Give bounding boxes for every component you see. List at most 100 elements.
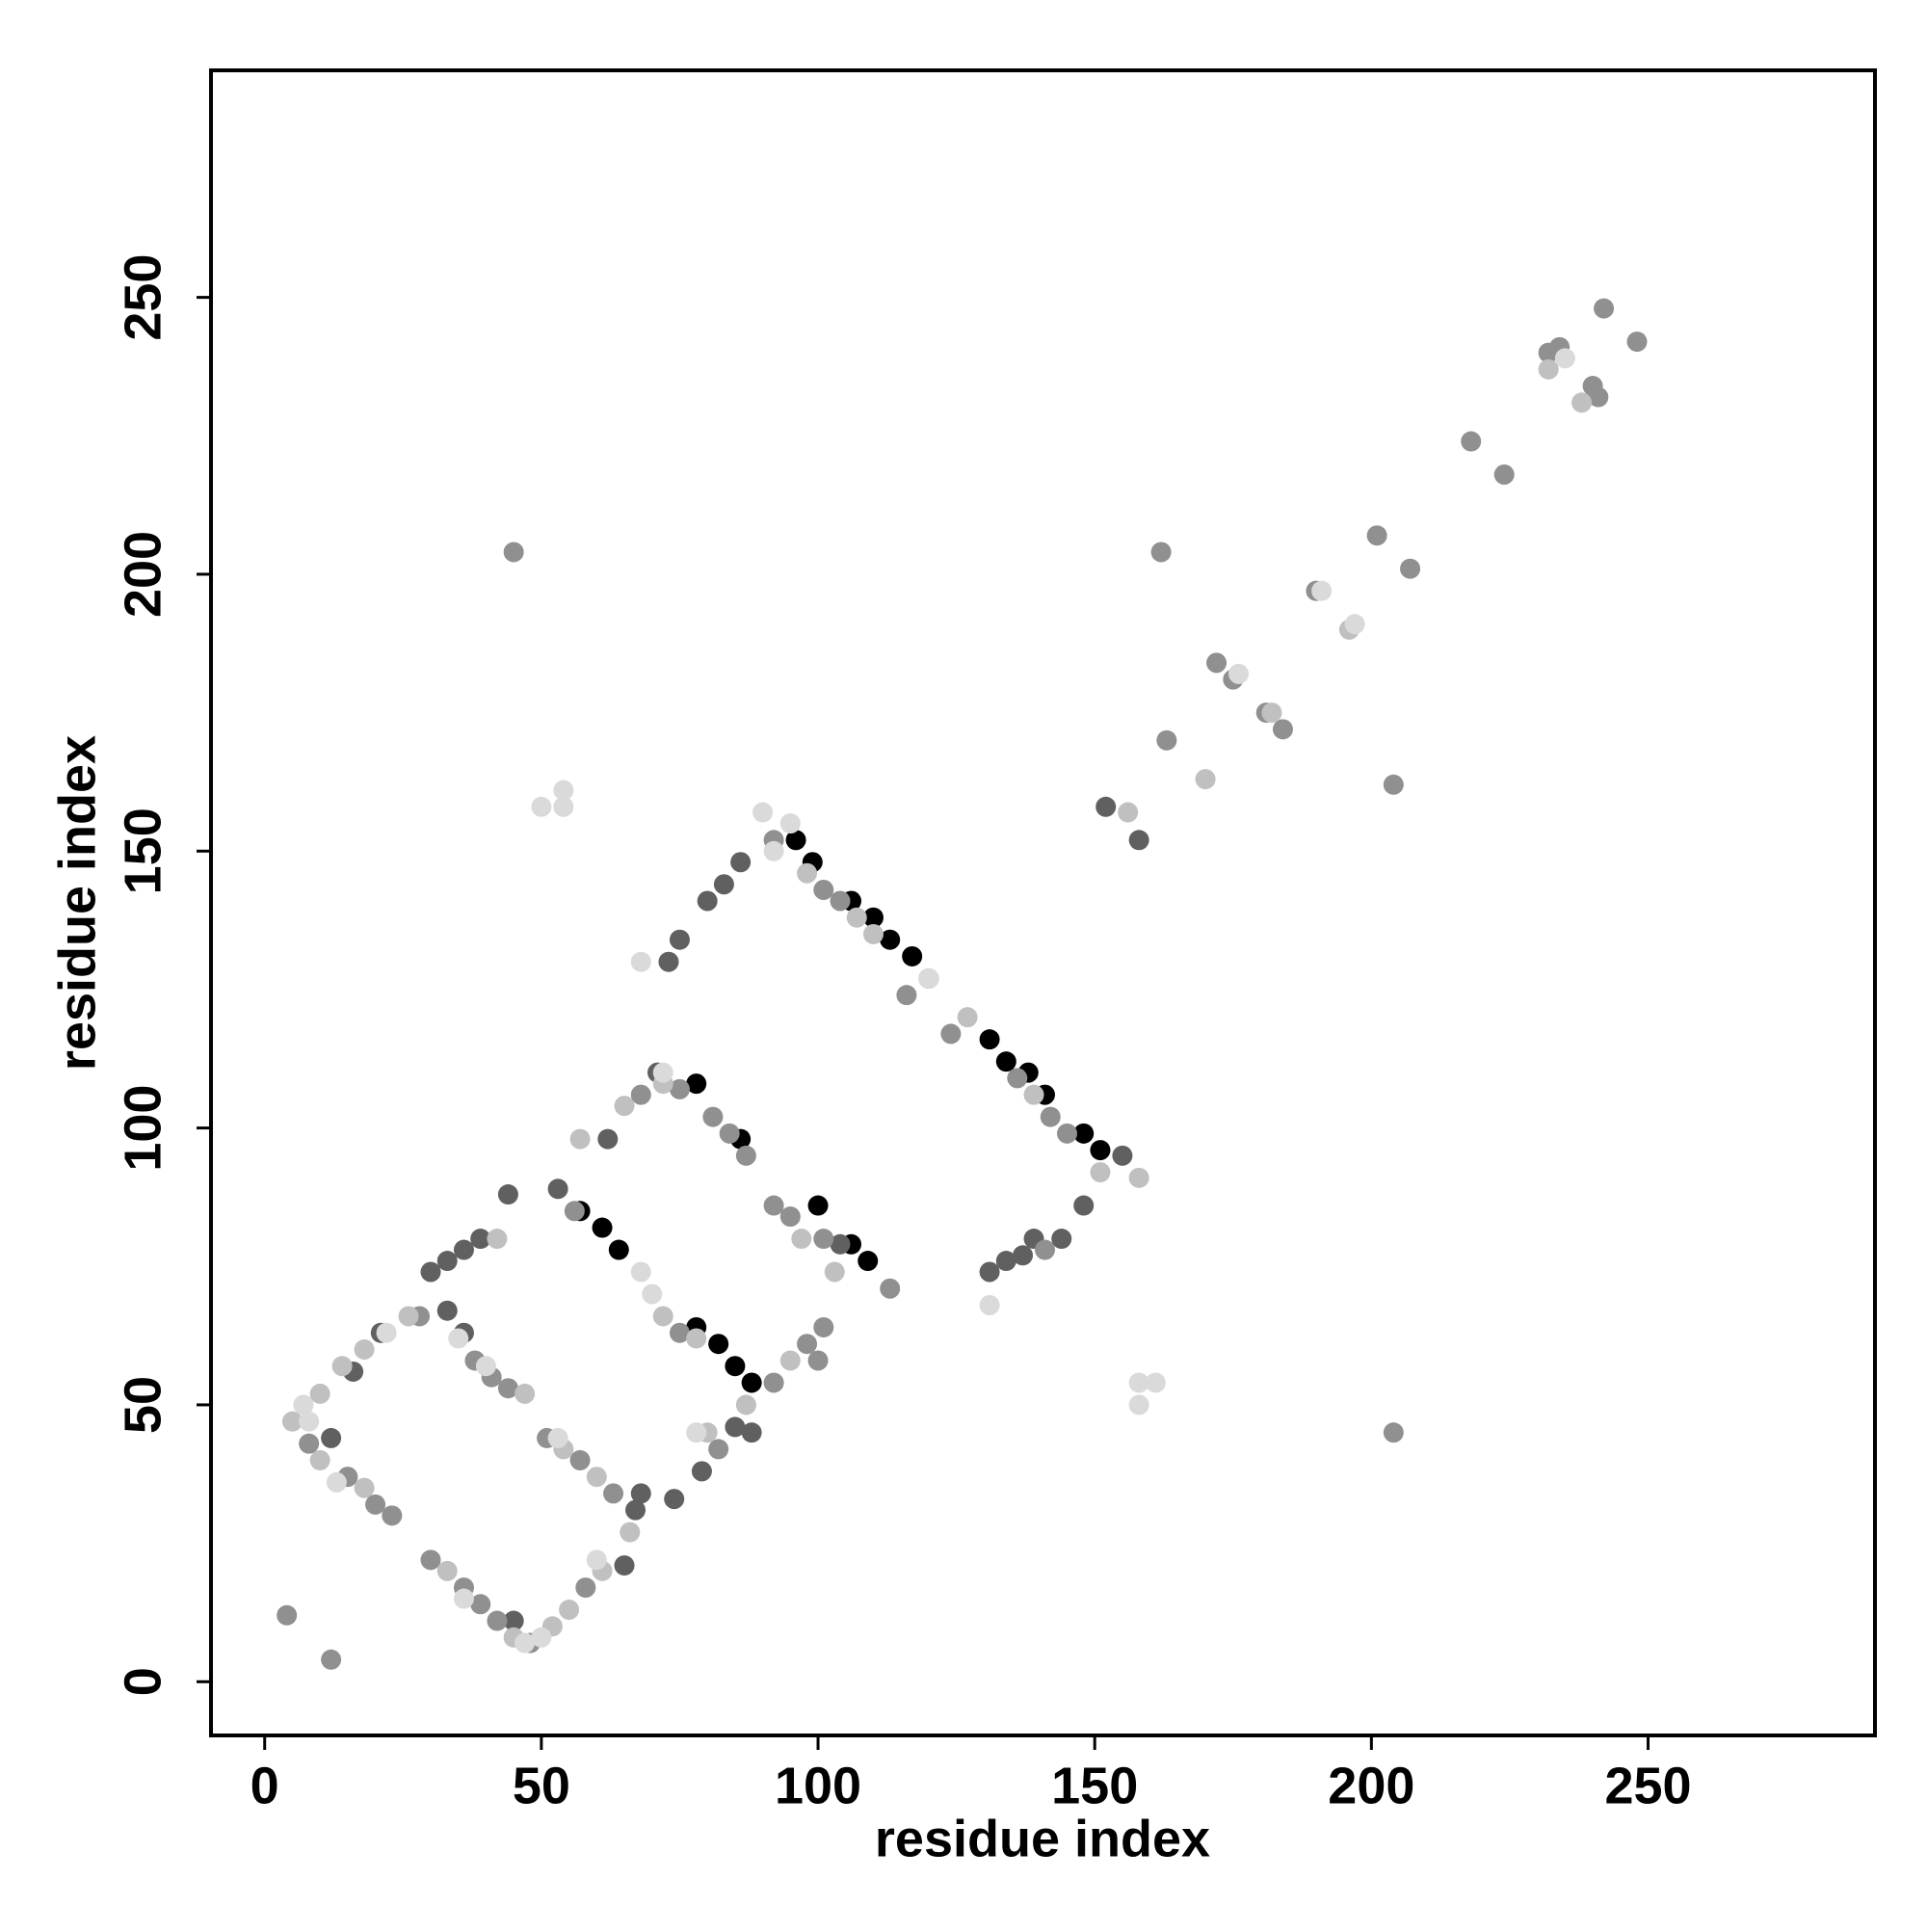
point bbox=[896, 985, 917, 1006]
point bbox=[1040, 1106, 1061, 1127]
point bbox=[331, 1356, 353, 1377]
point bbox=[1073, 1123, 1095, 1144]
point bbox=[1383, 774, 1404, 795]
point bbox=[497, 1184, 518, 1205]
point bbox=[995, 1051, 1016, 1072]
point bbox=[880, 929, 901, 950]
point bbox=[763, 840, 784, 861]
point bbox=[497, 1378, 518, 1399]
point bbox=[741, 1422, 762, 1443]
point bbox=[559, 1600, 580, 1621]
point bbox=[642, 1284, 663, 1305]
point bbox=[470, 1229, 491, 1250]
point bbox=[470, 1594, 491, 1615]
point bbox=[858, 1251, 879, 1272]
y-tick-label: 50 bbox=[114, 1376, 172, 1434]
point bbox=[1090, 1162, 1111, 1183]
point bbox=[1311, 580, 1333, 601]
point bbox=[686, 1328, 707, 1349]
point bbox=[1150, 542, 1172, 563]
point bbox=[797, 1334, 818, 1355]
point bbox=[763, 1372, 784, 1393]
point bbox=[824, 1261, 845, 1283]
point bbox=[1344, 614, 1365, 635]
point bbox=[779, 813, 801, 834]
point bbox=[436, 1300, 458, 1321]
point bbox=[830, 890, 851, 912]
point bbox=[1493, 464, 1515, 486]
point bbox=[531, 1627, 552, 1648]
point bbox=[813, 1229, 834, 1250]
x-tick-label: 0 bbox=[251, 1757, 279, 1814]
point bbox=[293, 1394, 314, 1416]
point bbox=[862, 907, 884, 928]
point bbox=[719, 1123, 740, 1144]
point bbox=[376, 1322, 397, 1343]
point bbox=[1112, 1145, 1133, 1166]
point bbox=[299, 1433, 320, 1454]
point bbox=[515, 1383, 536, 1404]
point bbox=[597, 1128, 619, 1150]
point bbox=[553, 780, 574, 801]
point bbox=[603, 1483, 624, 1504]
point bbox=[995, 1251, 1016, 1272]
point bbox=[475, 1356, 496, 1377]
point bbox=[398, 1306, 419, 1327]
point bbox=[813, 879, 834, 900]
y-axis-title: residue index bbox=[48, 735, 106, 1071]
x-axis-title: residue index bbox=[875, 1810, 1210, 1867]
point bbox=[735, 1145, 756, 1166]
point bbox=[1366, 525, 1387, 546]
point bbox=[1195, 769, 1216, 790]
point bbox=[1156, 729, 1177, 751]
point bbox=[686, 1073, 707, 1095]
point bbox=[1128, 1394, 1149, 1416]
point bbox=[436, 1560, 458, 1581]
point bbox=[979, 1294, 1000, 1315]
point bbox=[1007, 1068, 1028, 1089]
x-tick-label: 250 bbox=[1604, 1757, 1691, 1814]
point bbox=[1090, 1140, 1111, 1161]
point bbox=[277, 1604, 298, 1626]
point bbox=[652, 1306, 673, 1327]
point bbox=[846, 907, 867, 928]
point bbox=[1145, 1372, 1166, 1393]
point bbox=[630, 1261, 651, 1283]
point bbox=[503, 542, 524, 563]
point bbox=[1571, 392, 1593, 413]
point bbox=[1128, 830, 1149, 851]
point bbox=[608, 1239, 629, 1260]
point bbox=[531, 796, 552, 817]
point bbox=[382, 1505, 403, 1526]
point bbox=[309, 1449, 330, 1470]
point bbox=[321, 1649, 342, 1670]
point bbox=[625, 1499, 647, 1521]
point bbox=[1056, 1123, 1077, 1144]
point bbox=[365, 1494, 386, 1515]
point bbox=[453, 1588, 474, 1609]
point bbox=[1035, 1239, 1056, 1260]
y-tick-label: 150 bbox=[114, 807, 172, 894]
point bbox=[686, 1422, 707, 1443]
point bbox=[940, 1023, 962, 1045]
x-tick-label: 200 bbox=[1328, 1757, 1414, 1814]
point bbox=[669, 929, 690, 950]
point bbox=[614, 1555, 635, 1576]
point bbox=[487, 1229, 508, 1250]
point bbox=[281, 1411, 303, 1432]
y-tick-label: 200 bbox=[114, 531, 172, 618]
point bbox=[664, 1489, 685, 1510]
point bbox=[620, 1522, 641, 1543]
point bbox=[708, 1334, 729, 1355]
point bbox=[713, 874, 734, 895]
point bbox=[515, 1632, 536, 1654]
point bbox=[1594, 298, 1615, 319]
point bbox=[785, 830, 806, 851]
point bbox=[1588, 386, 1609, 408]
point bbox=[1400, 558, 1421, 579]
x-tick-label: 50 bbox=[513, 1757, 570, 1814]
point bbox=[791, 1229, 812, 1250]
point bbox=[420, 1261, 441, 1283]
point bbox=[807, 1195, 829, 1216]
